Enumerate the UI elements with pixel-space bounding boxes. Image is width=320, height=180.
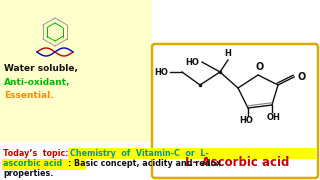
Text: H: H (225, 49, 231, 58)
Text: properties.: properties. (3, 170, 53, 179)
Text: L- Ascorbic acid: L- Ascorbic acid (185, 156, 289, 168)
Text: O: O (297, 72, 305, 82)
Text: Anti-oxidant,: Anti-oxidant, (4, 78, 70, 87)
Text: HO: HO (185, 57, 199, 66)
Text: ascorbic acid: ascorbic acid (3, 159, 62, 168)
FancyBboxPatch shape (152, 44, 318, 178)
Text: Water soluble,: Water soluble, (4, 64, 78, 73)
Text: O: O (256, 62, 264, 72)
FancyBboxPatch shape (0, 0, 152, 142)
Text: HO: HO (239, 116, 253, 125)
Text: HO: HO (154, 68, 168, 76)
Text: Essential.: Essential. (4, 91, 54, 100)
Text: : Basic concept, acidity and redox: : Basic concept, acidity and redox (68, 159, 221, 168)
FancyBboxPatch shape (68, 147, 316, 159)
Text: OH: OH (267, 113, 281, 122)
Text: Today’s  topic:: Today’s topic: (3, 148, 68, 158)
Text: Chemistry  of  Vitamin-C  or  L-: Chemistry of Vitamin-C or L- (70, 148, 209, 158)
FancyBboxPatch shape (2, 159, 86, 170)
